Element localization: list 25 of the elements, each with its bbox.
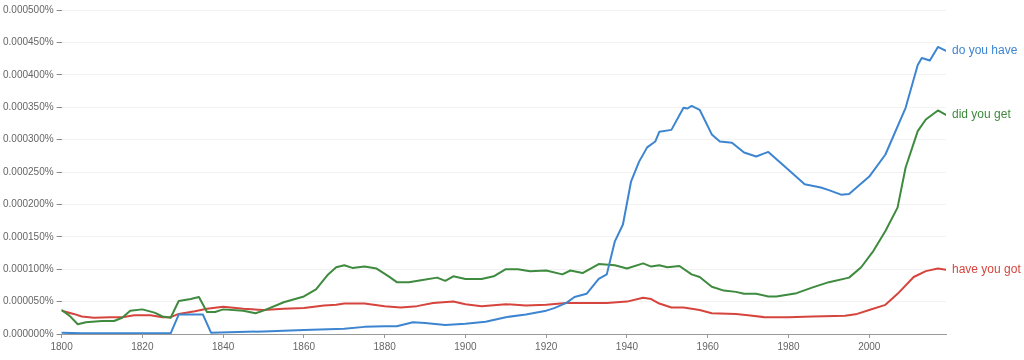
series-label: did you get [952, 107, 1012, 122]
y-tick-label: 0.000250% [2, 165, 54, 177]
x-tick-label: 1860 [292, 340, 316, 352]
x-tick-label: 1940 [615, 340, 639, 352]
y-tick-label: 0.000400% [2, 68, 54, 80]
y-tick-label: 0.000100% [2, 262, 54, 274]
x-tick-label: 1960 [696, 340, 720, 352]
y-tick-label: 0.000450% [2, 36, 54, 48]
y-tick-label: 0.000200% [2, 198, 54, 210]
y-tick-label: 0.000300% [2, 133, 54, 145]
x-tick-label: 1880 [373, 340, 397, 352]
x-tick-label: 1840 [212, 340, 235, 352]
x-tick-label: 1980 [777, 340, 801, 352]
series-label: do you have [952, 43, 1018, 58]
x-tick-label: 1900 [454, 340, 477, 352]
series-label: have you got [952, 262, 1022, 277]
y-tick-label: 0.000050% [2, 295, 54, 307]
x-tick-label: 1920 [535, 340, 558, 352]
y-tick-label: 0.000500% [2, 3, 54, 15]
y-tick-label: 0.000000% [2, 327, 54, 339]
y-tick-label: 0.000150% [2, 230, 54, 242]
x-tick-label: 2000 [858, 340, 881, 352]
x-tick-label: 1820 [131, 340, 154, 352]
y-tick-label: 0.000350% [2, 100, 54, 112]
x-tick-label: 1800 [50, 340, 74, 352]
